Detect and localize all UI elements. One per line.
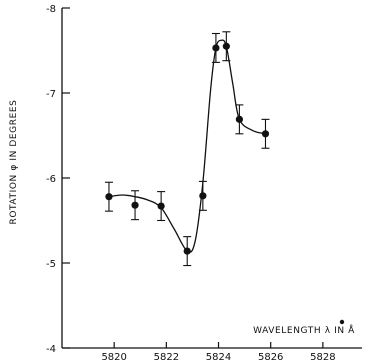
data-point	[131, 190, 140, 221]
data-marker	[261, 130, 270, 138]
data-point	[183, 236, 192, 267]
data-marker	[235, 115, 243, 123]
data-marker	[212, 44, 220, 52]
data-marker	[183, 247, 191, 255]
x-axis-title: WAVELENGTH λ IN Å	[253, 324, 355, 336]
data-point	[211, 32, 220, 63]
data-point	[157, 191, 166, 222]
fit-curve	[108, 39, 266, 253]
x-tick-label: 5820	[101, 352, 126, 363]
x-tick-label: 5824	[206, 352, 231, 363]
data-point	[235, 104, 244, 135]
y-tick-label: -6	[46, 174, 56, 185]
data-marker	[199, 192, 207, 200]
y-tick-label: -4	[46, 344, 56, 355]
data-points-layer	[104, 31, 270, 267]
data-marker	[222, 42, 230, 50]
data-point	[104, 181, 113, 212]
x-tick-label: 5826	[258, 352, 283, 363]
x-tick-label: 5828	[310, 352, 335, 363]
data-point	[198, 180, 207, 211]
y-tick-label: -7	[46, 89, 56, 100]
y-axis-title: ROTATION φ IN DEGREES	[9, 100, 19, 225]
angstrom-ring	[339, 319, 345, 325]
y-tick-label: -8	[46, 4, 56, 15]
fit-curve-layer	[108, 39, 266, 253]
data-marker	[157, 202, 165, 210]
data-point	[261, 118, 270, 149]
data-marker	[131, 201, 139, 209]
tick-labels-layer: -4 -5 -6 -7 -8 5820 5822 5824 5826 5828	[46, 4, 336, 363]
y-tick-label: -5	[46, 259, 56, 270]
axes	[61, 7, 362, 349]
data-point	[222, 31, 231, 62]
data-marker	[105, 193, 113, 201]
x-tick-label: 5822	[154, 352, 179, 363]
